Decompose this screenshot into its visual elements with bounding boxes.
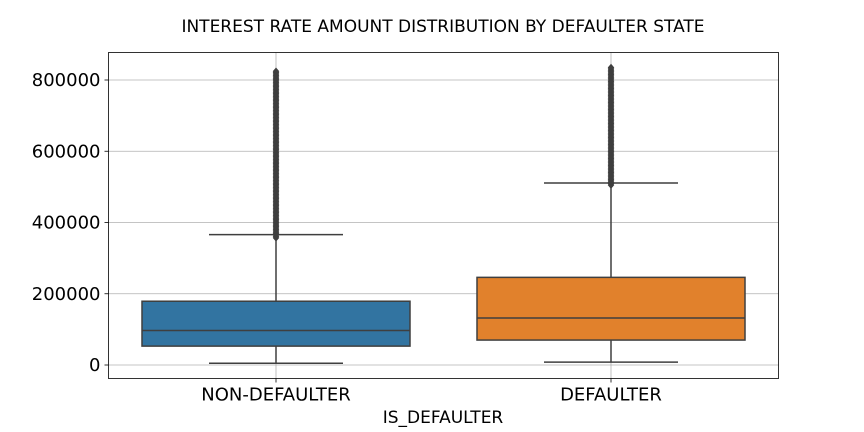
y-tick-label: 200000 [32,284,101,305]
y-axis-ticks: 0 200000 400000 600000 800000 [32,70,109,376]
x-tick-label: NON-DEFAULTER [201,385,350,406]
box-layer [141,63,746,364]
y-tick-label: 600000 [32,141,101,162]
iqr-box [476,276,746,341]
outlier-point [272,67,280,75]
y-tick-label: 800000 [32,70,101,91]
y-tick-label: 0 [89,355,100,376]
x-axis-label: IS_DEFAULTER [383,408,504,428]
outlier-point [607,63,615,72]
y-tick-label: 400000 [32,213,101,234]
x-tick-label: DEFAULTER [560,385,662,406]
box-group [141,67,411,364]
iqr-box [141,300,411,347]
x-axis-ticks: NON-DEFAULTER DEFAULTER [201,378,662,406]
chart-title: INTEREST RATE AMOUNT DISTRIBUTION BY DEF… [181,17,704,37]
plot-frame [108,52,779,379]
box-group [476,63,746,363]
